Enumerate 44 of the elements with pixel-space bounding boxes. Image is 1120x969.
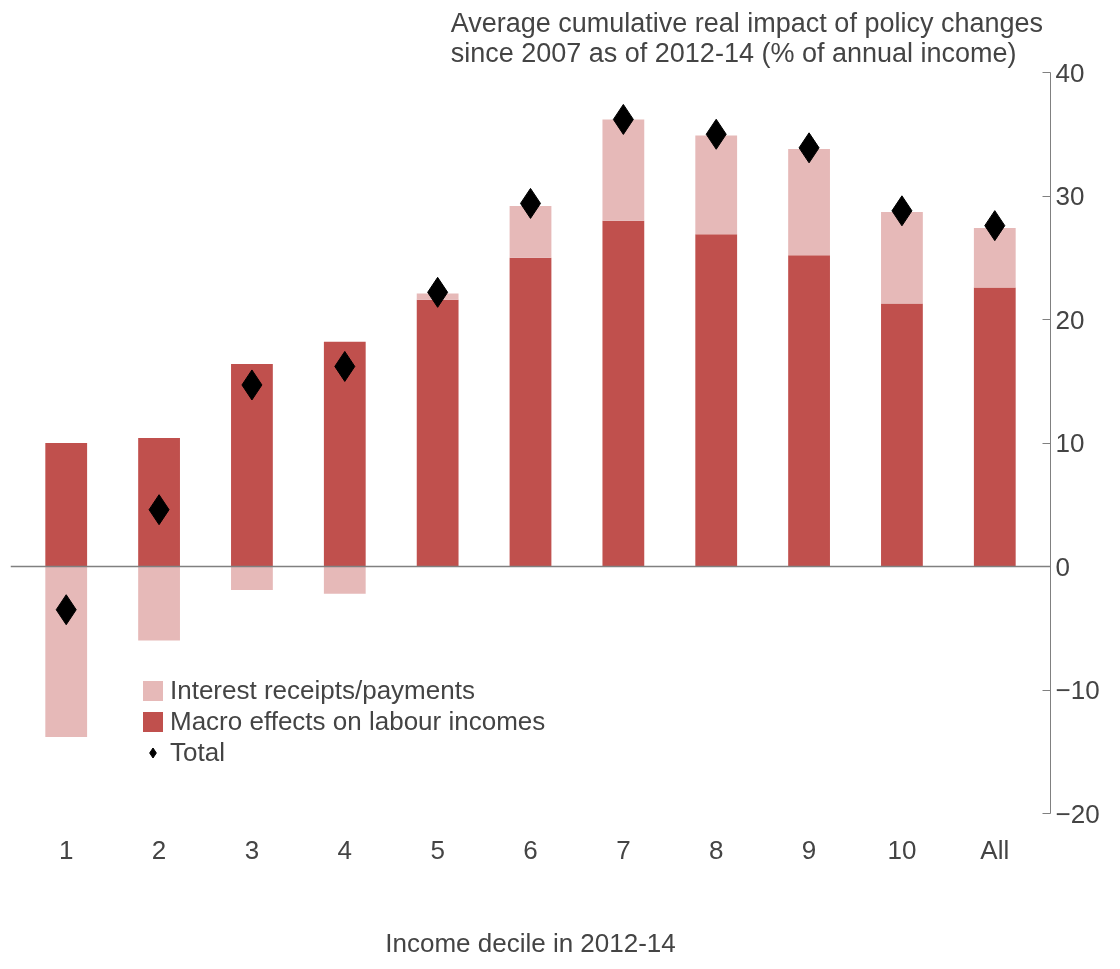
bar	[231, 566, 273, 590]
x-tick-label: All	[980, 834, 1010, 865]
x-tick-label: 4	[337, 834, 353, 865]
legend-label: Interest receipts/payments	[170, 675, 475, 706]
bar	[416, 299, 459, 567]
bar	[45, 566, 88, 737]
bar	[45, 443, 88, 567]
bar	[695, 234, 738, 567]
x-axis-title: Income decile in 2012-14	[385, 927, 676, 958]
bar	[323, 566, 366, 594]
y-tick-label: 30	[1055, 181, 1085, 211]
x-tick-label: 10	[887, 834, 917, 865]
bar	[602, 220, 645, 567]
y-tick-label: −20	[1055, 798, 1100, 829]
bar	[138, 566, 180, 641]
x-tick-label: 6	[523, 834, 538, 865]
x-tick-label: 2	[151, 834, 167, 865]
y-tick-label: 20	[1055, 304, 1085, 335]
x-tick-label: 9	[801, 834, 817, 865]
bar	[973, 287, 1016, 567]
x-tick-label: 1	[58, 834, 74, 865]
bar	[138, 438, 180, 567]
x-tick-label: 8	[708, 834, 724, 865]
x-tick-label: 7	[616, 834, 631, 865]
y-tick-label: 40	[1055, 57, 1085, 88]
y-tick-label: 0	[1055, 551, 1070, 582]
bar	[788, 149, 830, 256]
bar	[323, 341, 366, 567]
y-tick-label: −10	[1055, 675, 1100, 705]
bar	[231, 363, 273, 567]
chart-title: Average cumulative real impact of policy changes since 2007 as of 2012-14 (% of annual income)	[450, 7, 1043, 68]
bar	[881, 212, 923, 304]
bar	[788, 255, 830, 567]
x-tick-label: 5	[430, 834, 445, 865]
bar	[973, 228, 1016, 288]
x-tick-label: 3	[244, 834, 260, 865]
bar	[881, 303, 923, 567]
bar	[509, 257, 552, 567]
bar	[509, 205, 552, 258]
y-tick-label: 10	[1055, 428, 1085, 458]
bar	[602, 119, 645, 221]
legend-label: Macro effects on labour incomes	[170, 706, 546, 737]
bar	[695, 135, 738, 235]
legend-label: Total	[170, 737, 225, 768]
